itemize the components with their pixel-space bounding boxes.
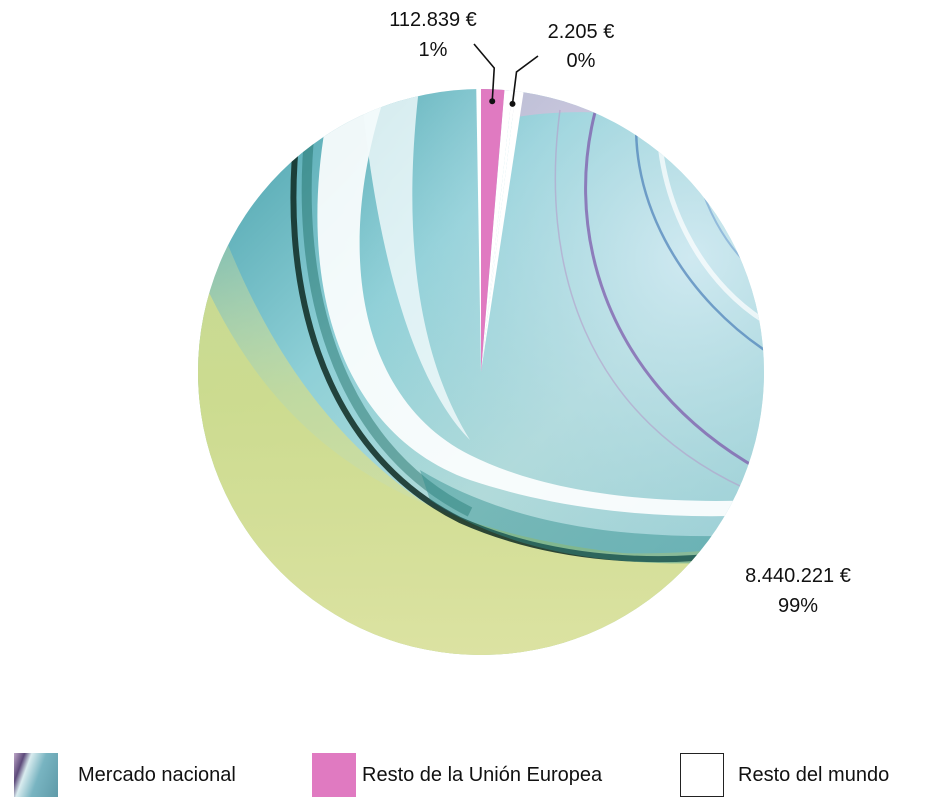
legend-swatch-resto-union-europea	[312, 753, 356, 797]
slice-gap	[476, 89, 481, 372]
slice-percent-label: 99%	[778, 595, 818, 617]
legend-label: Resto de la Unión Europea	[362, 763, 603, 786]
leader-line-resto-del-mundo	[511, 55, 539, 104]
slice-value-label: 8.440.221 €	[745, 565, 851, 587]
legend-item-mercado-nacional: Mercado nacional	[14, 752, 236, 798]
legend-swatch-resto-del-mundo	[680, 753, 724, 797]
legend: Mercado nacional Resto de la Unión Europ…	[14, 752, 919, 800]
legend-label: Resto del mundo	[738, 763, 890, 786]
pie-slice-resto-de-la-union-europea	[481, 89, 505, 372]
legend-item-resto-union-europea: Resto de la Unión Europea	[312, 752, 602, 798]
slice-percent-label: 1%	[419, 39, 448, 61]
slice-percent-label: 0%	[567, 50, 596, 72]
leader-line-resto-del-mundo-dot	[509, 100, 516, 107]
slice-value-label: 112.839 €	[389, 9, 477, 31]
legend-item-resto-del-mundo: Resto del mundo	[680, 752, 889, 798]
pie-chart: 112.839 € 1% 2.205 € 0% 8.440.221 € 99%	[198, 9, 851, 655]
slice-value-label: 2.205 €	[548, 21, 615, 43]
legend-swatch-mercado-nacional	[14, 753, 58, 797]
slice-gap	[481, 89, 513, 372]
leader-line-resto-union-europea-dot	[489, 98, 496, 105]
pie-slice-resto-del-mundo	[481, 90, 516, 373]
legend-label: Mercado nacional	[78, 763, 236, 786]
slice-gap	[481, 91, 524, 372]
leader-line-resto-union-europea	[473, 43, 496, 102]
